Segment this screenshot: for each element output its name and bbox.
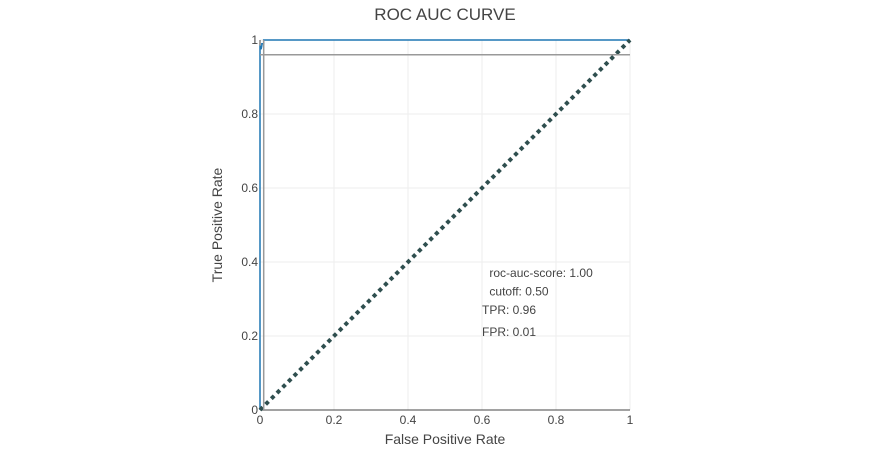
y-tick-label: 0.6: [241, 181, 258, 195]
axes: [259, 40, 630, 411]
x-tick-label: 1: [627, 413, 634, 427]
y-tick-label: 0.4: [241, 255, 258, 269]
annotation-text: cutoff: 0.50: [489, 284, 548, 298]
chart-title: ROC AUC CURVE: [374, 5, 515, 24]
annotations: roc-auc-score: 1.00 cutoff: 0.50 TPR: 0.96…: [482, 266, 593, 339]
annotation-text: FPR: 0.01: [482, 325, 536, 339]
tick-labels: 0 0.2 0.4 0.6 0.8 1 0 0.2 0.4 0.6 0.8 1: [241, 33, 633, 427]
baseline-diagonal-line: [258, 38, 632, 412]
x-tick-label: 0.6: [474, 413, 491, 427]
y-tick-label: 0.2: [241, 329, 258, 343]
x-tick-label: 0: [257, 413, 264, 427]
y-tick-label: 1: [251, 33, 258, 47]
x-axis-label: False Positive Rate: [385, 431, 506, 447]
grid: [259, 39, 631, 411]
series-group: [258, 38, 632, 412]
roc-curve-line: [259, 39, 630, 410]
y-axis-label: True Positive Rate: [209, 167, 225, 282]
annotation-text: TPR: 0.96: [482, 303, 536, 317]
annotation-text: roc-auc-score: 1.00: [489, 266, 593, 280]
y-tick-label: 0: [251, 403, 258, 417]
x-tick-label: 0.8: [548, 413, 565, 427]
y-tick-label: 0.8: [241, 107, 258, 121]
x-tick-label: 0.4: [400, 413, 417, 427]
x-tick-label: 0.2: [326, 413, 343, 427]
